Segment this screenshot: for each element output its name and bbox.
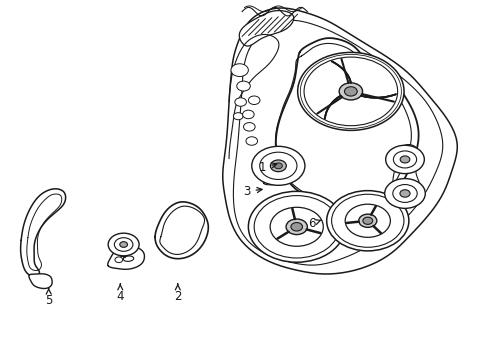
Polygon shape [263,164,298,185]
Circle shape [243,123,255,131]
Polygon shape [29,274,52,288]
Circle shape [362,217,372,224]
Circle shape [290,222,302,231]
Circle shape [326,191,408,251]
Polygon shape [223,8,456,274]
Circle shape [248,192,345,262]
Circle shape [339,83,362,100]
Text: 1: 1 [259,161,276,174]
Circle shape [236,81,250,91]
Text: 6: 6 [308,217,321,230]
Circle shape [384,179,425,208]
Circle shape [120,242,127,247]
Circle shape [399,190,409,197]
Polygon shape [107,247,144,269]
Circle shape [230,64,248,77]
Circle shape [358,214,376,228]
Circle shape [385,145,424,174]
Text: 4: 4 [116,284,124,303]
Circle shape [399,156,409,163]
Circle shape [108,233,139,256]
Polygon shape [20,189,65,276]
Circle shape [242,110,254,119]
Polygon shape [392,145,419,207]
Circle shape [285,219,307,235]
Circle shape [251,146,305,185]
Circle shape [344,87,357,96]
Circle shape [248,96,260,104]
Circle shape [297,53,403,130]
Circle shape [233,113,243,120]
Polygon shape [239,10,293,46]
Circle shape [234,98,246,106]
Text: 2: 2 [174,284,181,303]
Circle shape [270,160,286,172]
Circle shape [245,137,257,145]
Circle shape [274,163,282,169]
Text: 3: 3 [243,185,262,198]
Text: 5: 5 [45,288,52,307]
Polygon shape [155,202,208,259]
